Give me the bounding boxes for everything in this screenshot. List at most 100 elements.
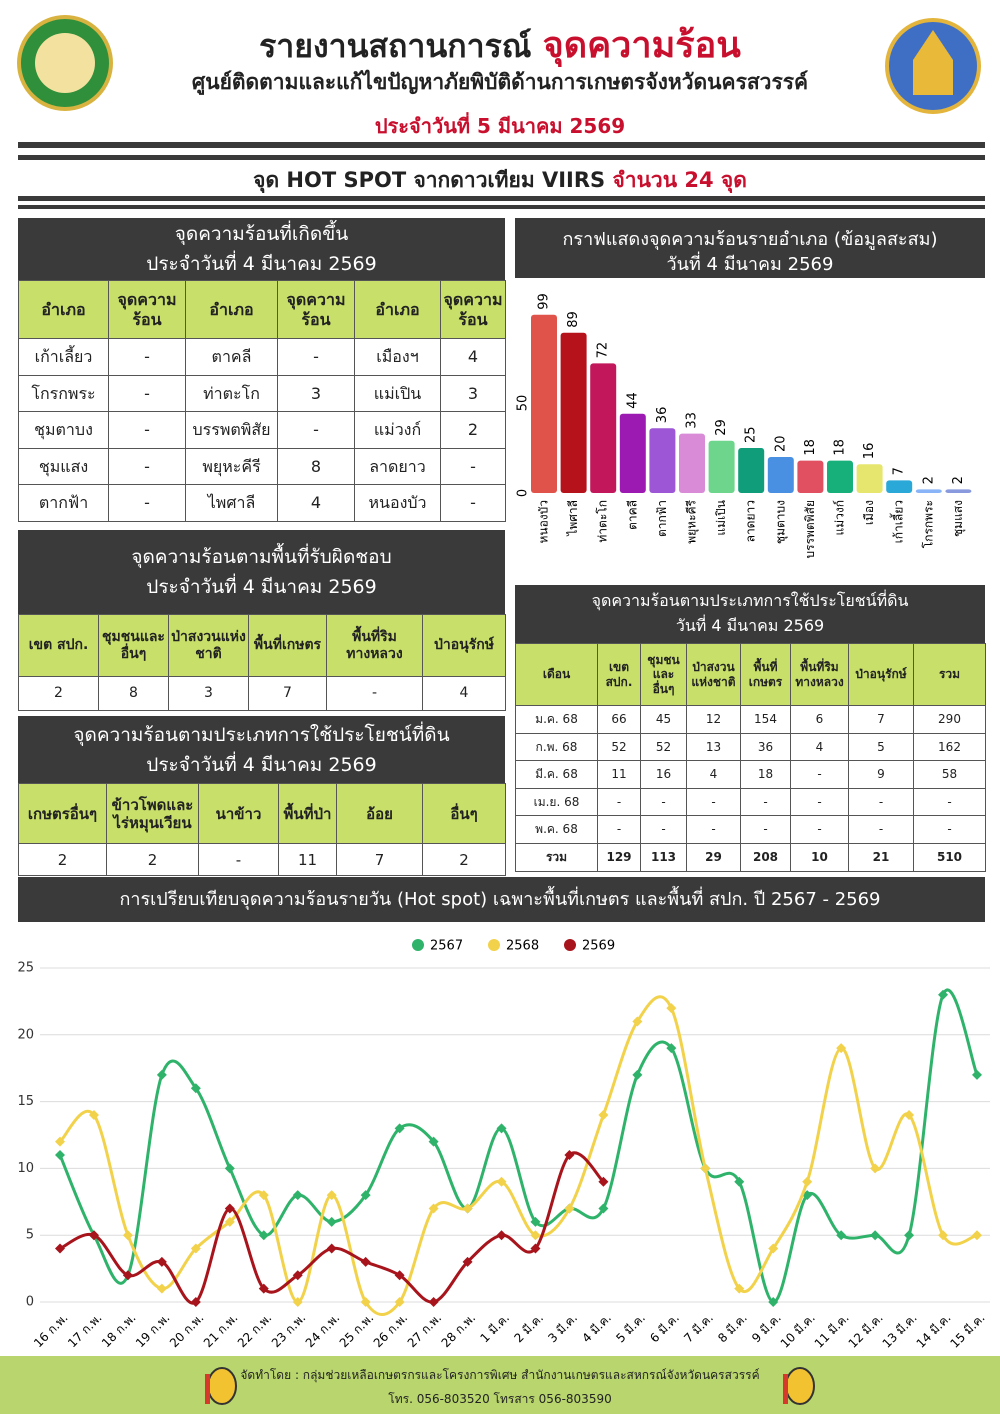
header-cell: ป่าสงวนแห่งชาติ — [168, 614, 249, 677]
logo-left-inner — [35, 33, 95, 93]
chart-title: การเปรียบเทียบจุดความร้อนรายวัน (Hot spo… — [119, 886, 880, 910]
header-cell: ป่าสงวนแห่งชาติ — [686, 643, 741, 706]
logo-right-inner — [913, 30, 953, 95]
table-cell: 10 — [790, 842, 849, 872]
table-cell: - — [848, 787, 914, 817]
bar-chart: กราฟแสดงจุดความร้อนรายอำเภอ (ข้อมูลสะสม)… — [515, 218, 985, 558]
x-tick-label: 6 มี.ค. — [647, 1311, 682, 1346]
x-tick-label: 28 ก.พ. — [439, 1311, 479, 1351]
legend-label: 2567 — [430, 939, 463, 954]
table-row: ม.ค. 68 66 45 12 154 6 7 290 — [515, 705, 986, 734]
table-cell: - — [108, 338, 186, 376]
x-tick-label: ตาคลี — [625, 500, 639, 530]
table-cell: - — [740, 815, 791, 844]
table-cell: 4 — [440, 338, 506, 376]
point-marker — [904, 1109, 915, 1120]
divider — [18, 196, 985, 201]
table-cell: - — [108, 447, 186, 485]
table-cell: โกรกพระ — [18, 374, 109, 412]
table-row: ก.พ. 68 52 52 13 36 4 5 162 — [515, 732, 986, 762]
x-tick-label: พยุหะคีรี — [685, 499, 700, 543]
y-tick-label: 0 — [516, 489, 531, 497]
table-cell: 3 — [168, 676, 249, 711]
header-row: เกษตรอื่นๆ ข้าวโพดและไร่หมุนเวียน นาข้าว พื… — [18, 783, 506, 844]
x-tick-label: 3 มี.ค. — [545, 1311, 580, 1346]
point-marker — [938, 989, 949, 1000]
value-label: 29 — [714, 419, 729, 436]
header-cell: อำเภอ — [354, 280, 441, 339]
table-cell: 290 — [913, 705, 986, 734]
table-cell: 52 — [597, 732, 641, 762]
x-tick-label: ไพศาลี — [566, 500, 580, 537]
point-marker — [632, 1069, 643, 1080]
x-tick-label: 4 มี.ค. — [579, 1311, 614, 1346]
x-tick-label: หนองบัว — [537, 500, 551, 544]
table-row: โกรกพระ - ท่าตะโก 3 แม่เปิน 3 — [18, 374, 506, 412]
point-marker — [360, 1297, 371, 1307]
point-marker — [224, 1203, 235, 1214]
point-marker — [496, 1123, 507, 1134]
table-cell: - — [326, 676, 423, 711]
point-marker — [904, 1230, 915, 1241]
footer: จัดทำโดย : กลุ่มช่วยเหลือเกษตรกรและโครงก… — [0, 1356, 1000, 1414]
bar — [767, 457, 794, 493]
bar — [738, 448, 765, 493]
bar — [679, 433, 705, 493]
header-cell: ชุมชนและอื่นๆ — [640, 643, 687, 706]
table-cell: 2 — [18, 843, 107, 876]
legend-marker — [488, 939, 500, 951]
table-cell: 36 — [740, 732, 791, 762]
header-cell: อ้อย — [336, 783, 423, 844]
point-marker — [394, 1123, 405, 1134]
table-cell: - — [740, 787, 791, 817]
header-cell: อื่นๆ — [422, 783, 506, 844]
table-cell: - — [790, 787, 849, 817]
point-marker — [836, 1230, 847, 1241]
table-cell: เม.ย. 68 — [515, 787, 598, 817]
x-tick-label: แม่วงก์ — [833, 500, 847, 536]
series-line — [58, 988, 979, 1304]
point-marker — [88, 1109, 99, 1120]
value-label: 16 — [862, 443, 877, 460]
table-cell: - — [597, 815, 641, 844]
table-cell: แม่วงก์ — [354, 411, 441, 449]
footer-contact: โทร. 056-803520 โทรสาร 056-803590 — [388, 1392, 612, 1406]
value-label: 25 — [744, 426, 759, 443]
table-subtitle: วันที่ 4 มีนาคม 2569 — [675, 616, 825, 635]
header-cell: ป่าอนุรักษ์ — [848, 643, 914, 706]
table-row: พ.ค. 68- - - - - - - — [515, 815, 986, 844]
y-tick-label: 15 — [17, 1094, 34, 1109]
point-marker — [360, 1256, 371, 1267]
point-marker — [700, 1163, 711, 1174]
value-label: 72 — [596, 342, 611, 359]
x-tick-label: 11 มี.ค. — [812, 1311, 852, 1351]
point-marker — [122, 1230, 133, 1241]
point-marker — [666, 1043, 677, 1054]
table-cell: 162 — [913, 732, 986, 762]
point-marker — [530, 1216, 541, 1227]
point-marker — [394, 1297, 405, 1307]
x-tick-label: 12 มี.ค. — [846, 1311, 886, 1351]
banner-highlight: จำนวน 24 จุด — [612, 168, 747, 192]
table-cell: 58 — [913, 760, 986, 789]
table-title: จุดความร้อนตามพื้นที่รับผิดชอบ — [131, 546, 392, 568]
bar — [708, 440, 735, 493]
point-marker — [258, 1230, 269, 1241]
table-cell: - — [640, 787, 687, 817]
table-cell: - — [686, 787, 741, 817]
x-tick-label: ท่าตะโก — [596, 500, 610, 543]
y-tick-label: 20 — [17, 1027, 34, 1042]
x-tick-label: 26 ก.พ. — [371, 1311, 411, 1351]
table-cell: 510 — [913, 842, 986, 872]
header-cell: พื้นที่ริมทางหลวง — [326, 614, 423, 677]
point-marker — [55, 1150, 65, 1161]
table-cell: 3 — [277, 374, 355, 412]
point-marker — [598, 1203, 609, 1214]
table-cell: - — [597, 787, 641, 817]
table-panel: จุดความร้อนที่เกิดขึ้น ประจำวันที่ 4 มีนา… — [18, 218, 506, 522]
point-marker — [292, 1297, 303, 1307]
x-tick-label: 15 มี.ค. — [948, 1311, 988, 1351]
divider — [18, 142, 985, 148]
table-row: เก้าเลี้ยว - ตาคลี - เมืองฯ 4 — [18, 338, 506, 376]
